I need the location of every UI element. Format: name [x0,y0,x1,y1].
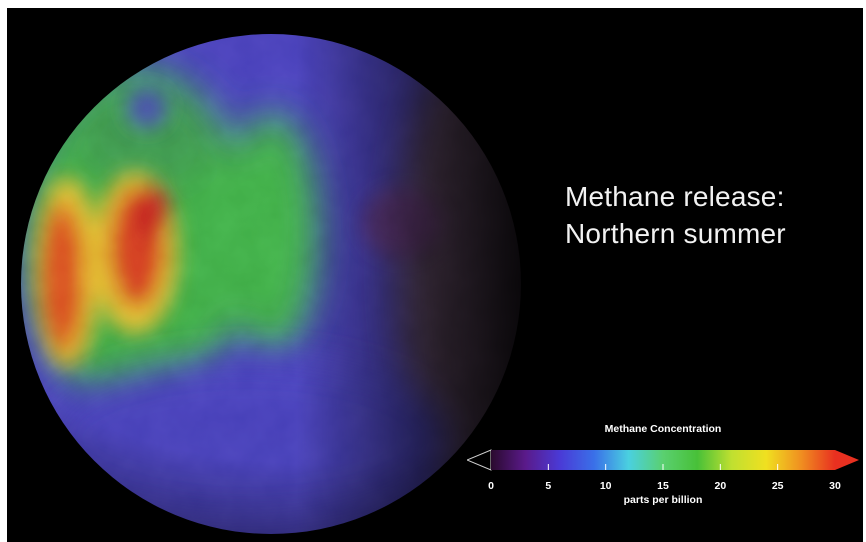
legend-color-bar [467,449,859,471]
color-legend: Methane Concentration 0 5 10 15 20 25 30 parts… [467,423,859,523]
legend-unit: parts per billion [623,494,703,506]
caption-line-1: Methane release: [565,181,785,212]
legend-tick-label: 20 [714,480,727,492]
mars-globe-methane-map [21,34,521,534]
legend-tick-label: 15 [657,480,669,492]
legend-tick-label: 5 [545,480,552,492]
legend-tick-label: 30 [829,480,841,492]
legend-tick-label: 0 [488,480,494,492]
map-caption: Methane release: Northern summer [565,178,855,252]
globe-surface [21,34,521,534]
legend-tick-label: 10 [599,480,612,492]
legend-gradient [491,450,835,470]
legend-title: Methane Concentration [604,423,722,435]
caption-line-2: Northern summer [565,218,786,249]
image-frame: Methane release: Northern summer Methane… [7,8,863,542]
legend-min-arrow [467,449,492,471]
legend-max-arrow [835,450,859,470]
legend-tick-label: 25 [771,480,784,492]
